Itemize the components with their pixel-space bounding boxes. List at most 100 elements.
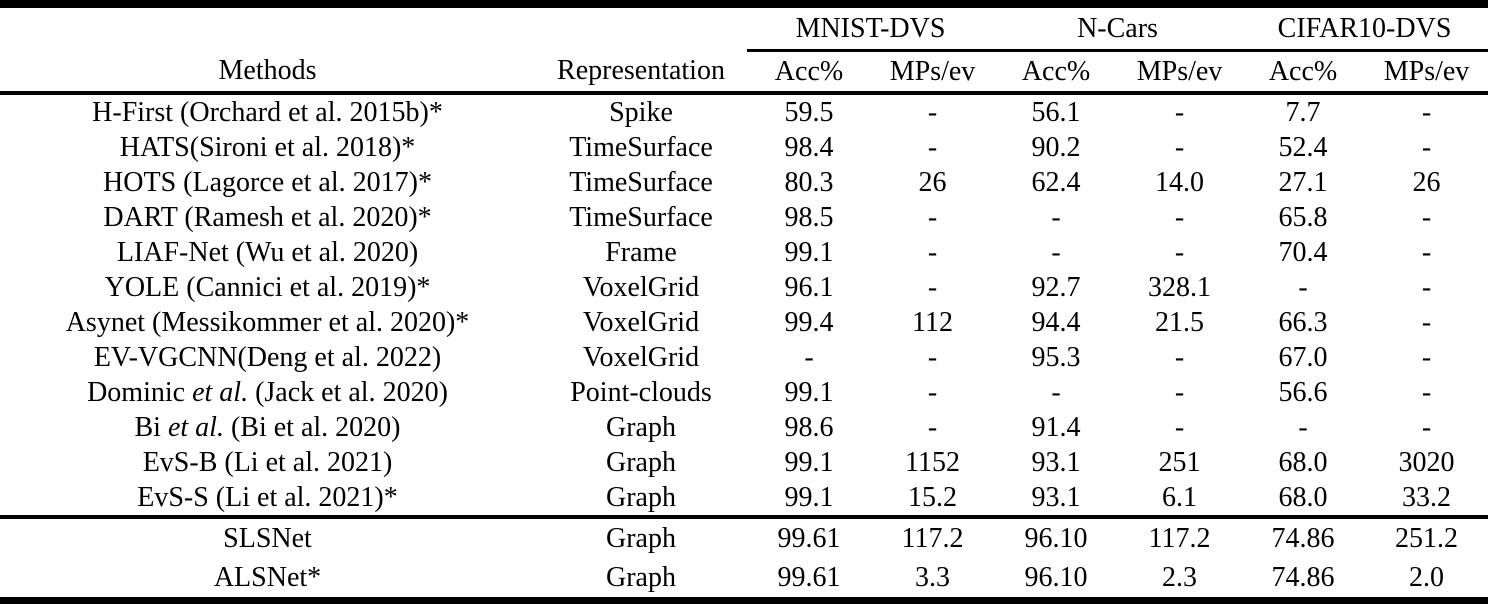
method-name-etal: et al. [192, 376, 249, 408]
metric-value: 94.4 [1031, 306, 1081, 338]
metric-value: 21.5 [1155, 306, 1205, 338]
metric-value: 90.2 [1031, 131, 1081, 163]
metric-column-header-acc: Acc% [1241, 50, 1366, 95]
representation-value: Graph [606, 481, 676, 513]
metric-value: - [1421, 271, 1432, 303]
table-row: HATS(Sironi et al. 2018)* TimeSurface 98.4… [0, 130, 1488, 165]
method-name: Asynet (Messikommer et al. 2020)* [0, 305, 535, 340]
metric-value: 56.1 [1031, 96, 1081, 128]
table-row: Dominic et al. (Jack et al. 2020) Point-c… [0, 375, 1488, 410]
sub-header-row: Methods Representation Acc% MPs/ev Acc% … [0, 50, 1488, 95]
metric-value: - [927, 411, 938, 443]
representation-value: TimeSurface [569, 166, 713, 198]
method-name-text: HATS(Sironi et al. 2018)* [119, 131, 416, 163]
metric-value: - [1421, 236, 1432, 268]
methods-column-header: Methods [0, 50, 535, 95]
metric-value: 117.2 [901, 522, 964, 554]
metric-value: 59.5 [784, 96, 834, 128]
metric-value: 98.5 [784, 201, 834, 233]
metric-value: 96.10 [1024, 561, 1088, 593]
metric-value: - [1174, 201, 1185, 233]
group-header-n-cars: N-Cars [994, 4, 1242, 52]
metric-value: 67.0 [1278, 341, 1328, 373]
metric-value: 2.0 [1409, 561, 1445, 593]
metric-column-header-mps: MPs/ev [871, 50, 995, 95]
method-name-text: DART (Ramesh et al. 2020)* [103, 201, 432, 233]
metric-value: - [804, 341, 814, 373]
method-name: LIAF-Net (Wu et al. 2020) [0, 235, 535, 270]
representation-value: Spike [609, 96, 673, 128]
method-name-text: YOLE (Cannici et al. 2019)* [104, 271, 431, 303]
metric-value: 74.86 [1271, 522, 1335, 554]
metric-value: 96.10 [1024, 522, 1088, 554]
metric-value: 66.3 [1278, 306, 1328, 338]
group-header-cifar10-dvs: CIFAR10-DVS [1241, 4, 1488, 52]
metric-value: - [1421, 131, 1432, 163]
metric-value: - [1174, 96, 1185, 128]
representation-value: Point-clouds [570, 376, 712, 408]
table-row: EvS-S (Li et al. 2021)* Graph 99.1 15.2 93.1… [0, 480, 1488, 517]
method-name-text: LIAF-Net (Wu et al. 2020) [116, 236, 419, 268]
metric-value: - [1298, 271, 1308, 303]
method-name-text: ALSNet* [213, 561, 322, 593]
metric-value: 80.3 [784, 166, 834, 198]
representation-value: TimeSurface [569, 201, 713, 233]
metric-value: 99.61 [777, 561, 841, 593]
metric-value: - [1421, 306, 1432, 338]
metric-value: - [1421, 341, 1432, 373]
metric-value: 99.1 [784, 376, 834, 408]
summary-row: SLSNet Graph 99.61 117.2 96.10 117.2 74.86 251.… [0, 517, 1488, 558]
metric-value: - [1174, 131, 1185, 163]
metric-value: - [1051, 236, 1061, 268]
table-row: LIAF-Net (Wu et al. 2020) Frame 99.1 - - - 70.… [0, 235, 1488, 270]
table-row: EV-VGCNN(Deng et al. 2022) VoxelGrid - - 95.… [0, 340, 1488, 375]
metric-value: 99.4 [784, 306, 834, 338]
metric-value: 3.3 [915, 561, 950, 593]
metric-column-header-mps: MPs/ev [1365, 50, 1488, 95]
table-row: EvS-B (Li et al. 2021) Graph 99.1 1152 93.1 2… [0, 445, 1488, 480]
metric-value: 93.1 [1031, 446, 1081, 478]
method-name: DART (Ramesh et al. 2020)* [0, 200, 535, 235]
method-name-text: Bi [134, 411, 168, 443]
metric-value: 33.2 [1402, 481, 1452, 513]
metric-value: - [927, 96, 938, 128]
method-name: ALSNet* [0, 558, 535, 601]
metric-value: 328.1 [1148, 271, 1212, 303]
representation-value: Graph [606, 446, 676, 478]
metric-value: - [1174, 376, 1185, 408]
representation-value: Graph [606, 411, 676, 443]
method-name: YOLE (Cannici et al. 2019)* [0, 270, 535, 305]
metric-value: - [927, 376, 938, 408]
group-header-mnist-dvs: MNIST-DVS [747, 4, 995, 52]
metric-value: 99.61 [777, 522, 841, 554]
metric-value: 117.2 [1148, 522, 1211, 554]
metric-value: - [1298, 411, 1308, 443]
method-name-text: HOTS (Lagorce et al. 2017)* [103, 166, 432, 198]
metric-value: 68.0 [1278, 446, 1328, 478]
representation-value: Frame [605, 236, 677, 268]
metric-value: 99.1 [784, 481, 834, 513]
metric-value: 1152 [905, 446, 960, 478]
method-name: H-First (Orchard et al. 2015b)* [0, 93, 535, 130]
method-name-text: EvS-S (Li et al. 2021)* [137, 481, 398, 513]
method-name-text: SLSNet [223, 522, 312, 554]
metric-value: 52.4 [1278, 131, 1328, 163]
table-row: H-First (Orchard et al. 2015b)* Spike 59.5… [0, 93, 1488, 130]
representation-value: VoxelGrid [582, 341, 700, 373]
metric-value: 2.3 [1162, 561, 1198, 593]
metric-value: 91.4 [1031, 411, 1081, 443]
metric-column-header-acc: Acc% [747, 50, 871, 95]
method-name: HOTS (Lagorce et al. 2017)* [0, 165, 535, 200]
metric-value: 68.0 [1278, 481, 1328, 513]
method-name-text: (Jack et al. 2020) [248, 376, 448, 408]
metric-value: 26 [918, 166, 947, 198]
metric-value: - [1051, 376, 1061, 408]
representation-value: VoxelGrid [582, 306, 700, 338]
representation-column-header: Representation [535, 50, 747, 95]
metric-value: 251.2 [1395, 522, 1459, 554]
metric-value: - [927, 131, 938, 163]
metric-value: - [1174, 236, 1185, 268]
representation-value: Graph [606, 561, 676, 593]
method-name: Bi et al. (Bi et al. 2020) [0, 410, 535, 445]
